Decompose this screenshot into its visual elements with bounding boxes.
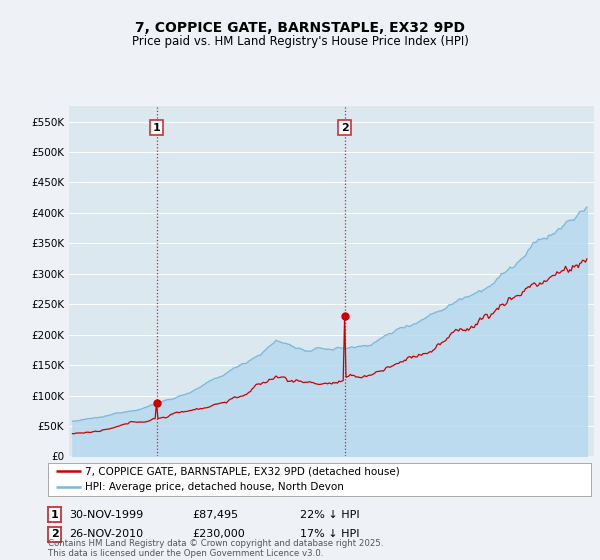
Text: Contains HM Land Registry data © Crown copyright and database right 2025.
This d: Contains HM Land Registry data © Crown c…	[48, 539, 383, 558]
Text: 1: 1	[152, 123, 160, 133]
Text: Price paid vs. HM Land Registry's House Price Index (HPI): Price paid vs. HM Land Registry's House …	[131, 35, 469, 48]
Text: £230,000: £230,000	[192, 529, 245, 539]
Text: HPI: Average price, detached house, North Devon: HPI: Average price, detached house, Nort…	[85, 482, 344, 492]
Text: 26-NOV-2010: 26-NOV-2010	[69, 529, 143, 539]
Text: 2: 2	[341, 123, 349, 133]
Text: 2: 2	[51, 529, 58, 539]
Text: 1: 1	[51, 510, 58, 520]
Text: 17% ↓ HPI: 17% ↓ HPI	[300, 529, 359, 539]
Text: £87,495: £87,495	[192, 510, 238, 520]
Text: 7, COPPICE GATE, BARNSTAPLE, EX32 9PD: 7, COPPICE GATE, BARNSTAPLE, EX32 9PD	[135, 21, 465, 35]
Point	[152, 399, 161, 408]
Text: 22% ↓ HPI: 22% ↓ HPI	[300, 510, 359, 520]
Point	[340, 312, 349, 321]
Text: 30-NOV-1999: 30-NOV-1999	[69, 510, 143, 520]
Text: 7, COPPICE GATE, BARNSTAPLE, EX32 9PD (detached house): 7, COPPICE GATE, BARNSTAPLE, EX32 9PD (d…	[85, 466, 400, 476]
